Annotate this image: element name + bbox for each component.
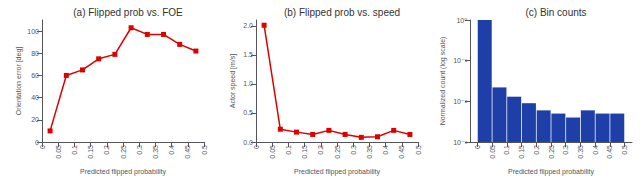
svg-text:0: 0 [35, 139, 39, 146]
svg-text:0: 0 [39, 145, 46, 149]
svg-text:0.2: 0.2 [533, 145, 540, 155]
svg-text:0.35: 0.35 [366, 145, 373, 159]
svg-text:0.45: 0.45 [606, 145, 613, 159]
svg-text:(c) Bin counts: (c) Bin counts [525, 7, 586, 18]
svg-text:0.45: 0.45 [398, 145, 405, 159]
svg-text:10⁰: 10⁰ [456, 17, 467, 24]
svg-text:0.5: 0.5 [243, 109, 253, 116]
svg-text:(b) Flipped prob vs. speed: (b) Flipped prob vs. speed [284, 7, 400, 18]
svg-text:0.25: 0.25 [548, 145, 555, 159]
svg-text:(a) Flipped prob vs. FOE: (a) Flipped prob vs. FOE [73, 7, 183, 18]
svg-text:Normalized count (log scale): Normalized count (log scale) [439, 37, 447, 126]
svg-text:0.25: 0.25 [120, 145, 127, 159]
svg-text:60: 60 [31, 72, 39, 79]
svg-text:0.5: 0.5 [201, 145, 208, 155]
svg-text:0.4: 0.4 [382, 145, 389, 155]
svg-text:100: 100 [27, 28, 39, 35]
svg-text:0.2: 0.2 [103, 145, 110, 155]
svg-text:10⁻²: 10⁻² [453, 98, 467, 105]
svg-text:0.05: 0.05 [269, 145, 276, 159]
svg-text:0.35: 0.35 [577, 145, 584, 159]
svg-text:80: 80 [31, 50, 39, 57]
svg-text:1.0: 1.0 [243, 80, 253, 87]
svg-text:20: 20 [31, 116, 39, 123]
svg-text:0.15: 0.15 [87, 145, 94, 159]
svg-text:0.15: 0.15 [518, 145, 525, 159]
svg-text:0.4: 0.4 [168, 145, 175, 155]
svg-text:Predicted flipped probability: Predicted flipped probability [508, 168, 594, 176]
svg-text:Predicted flipped probability: Predicted flipped probability [80, 168, 166, 176]
svg-text:0.15: 0.15 [301, 145, 308, 159]
svg-text:0.45: 0.45 [184, 145, 191, 159]
svg-text:40: 40 [31, 94, 39, 101]
svg-text:Actor speed [m/s]: Actor speed [m/s] [229, 54, 237, 109]
svg-text:0.1: 0.1 [503, 145, 510, 155]
svg-text:0.05: 0.05 [55, 145, 62, 159]
svg-text:0.1: 0.1 [285, 145, 292, 155]
svg-text:0.5: 0.5 [415, 145, 422, 155]
svg-text:0.4: 0.4 [592, 145, 599, 155]
svg-text:0.3: 0.3 [562, 145, 569, 155]
svg-text:0.05: 0.05 [489, 145, 496, 159]
svg-text:1.5: 1.5 [243, 51, 253, 58]
svg-text:Predicted flipped probability: Predicted flipped probability [294, 168, 380, 176]
svg-text:0: 0 [253, 145, 260, 149]
svg-text:2.0: 2.0 [243, 22, 253, 29]
svg-text:0.5: 0.5 [621, 145, 628, 155]
svg-text:0.25: 0.25 [334, 145, 341, 159]
svg-text:0.1: 0.1 [71, 145, 78, 155]
svg-text:0.35: 0.35 [152, 145, 159, 159]
svg-text:0.3: 0.3 [350, 145, 357, 155]
svg-text:10⁻¹: 10⁻¹ [453, 57, 467, 64]
svg-text:0.0: 0.0 [243, 139, 253, 146]
svg-text:Orientation error [deg]: Orientation error [deg] [15, 47, 23, 116]
svg-text:0: 0 [474, 145, 481, 149]
svg-text:10⁻³: 10⁻³ [453, 139, 467, 146]
svg-text:0.2: 0.2 [317, 145, 324, 155]
svg-text:0.3: 0.3 [136, 145, 143, 155]
